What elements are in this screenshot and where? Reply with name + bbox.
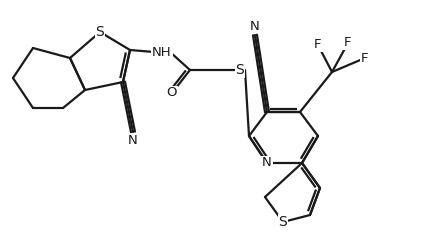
Text: F: F <box>361 52 369 64</box>
Text: S: S <box>236 63 244 77</box>
Text: N: N <box>128 134 138 146</box>
Text: O: O <box>167 86 177 100</box>
Text: NH: NH <box>152 46 172 59</box>
Text: F: F <box>314 38 322 52</box>
Text: N: N <box>250 20 260 32</box>
Text: F: F <box>344 36 352 50</box>
Text: N: N <box>262 156 272 170</box>
Text: S: S <box>279 215 287 229</box>
Text: S: S <box>95 25 104 39</box>
